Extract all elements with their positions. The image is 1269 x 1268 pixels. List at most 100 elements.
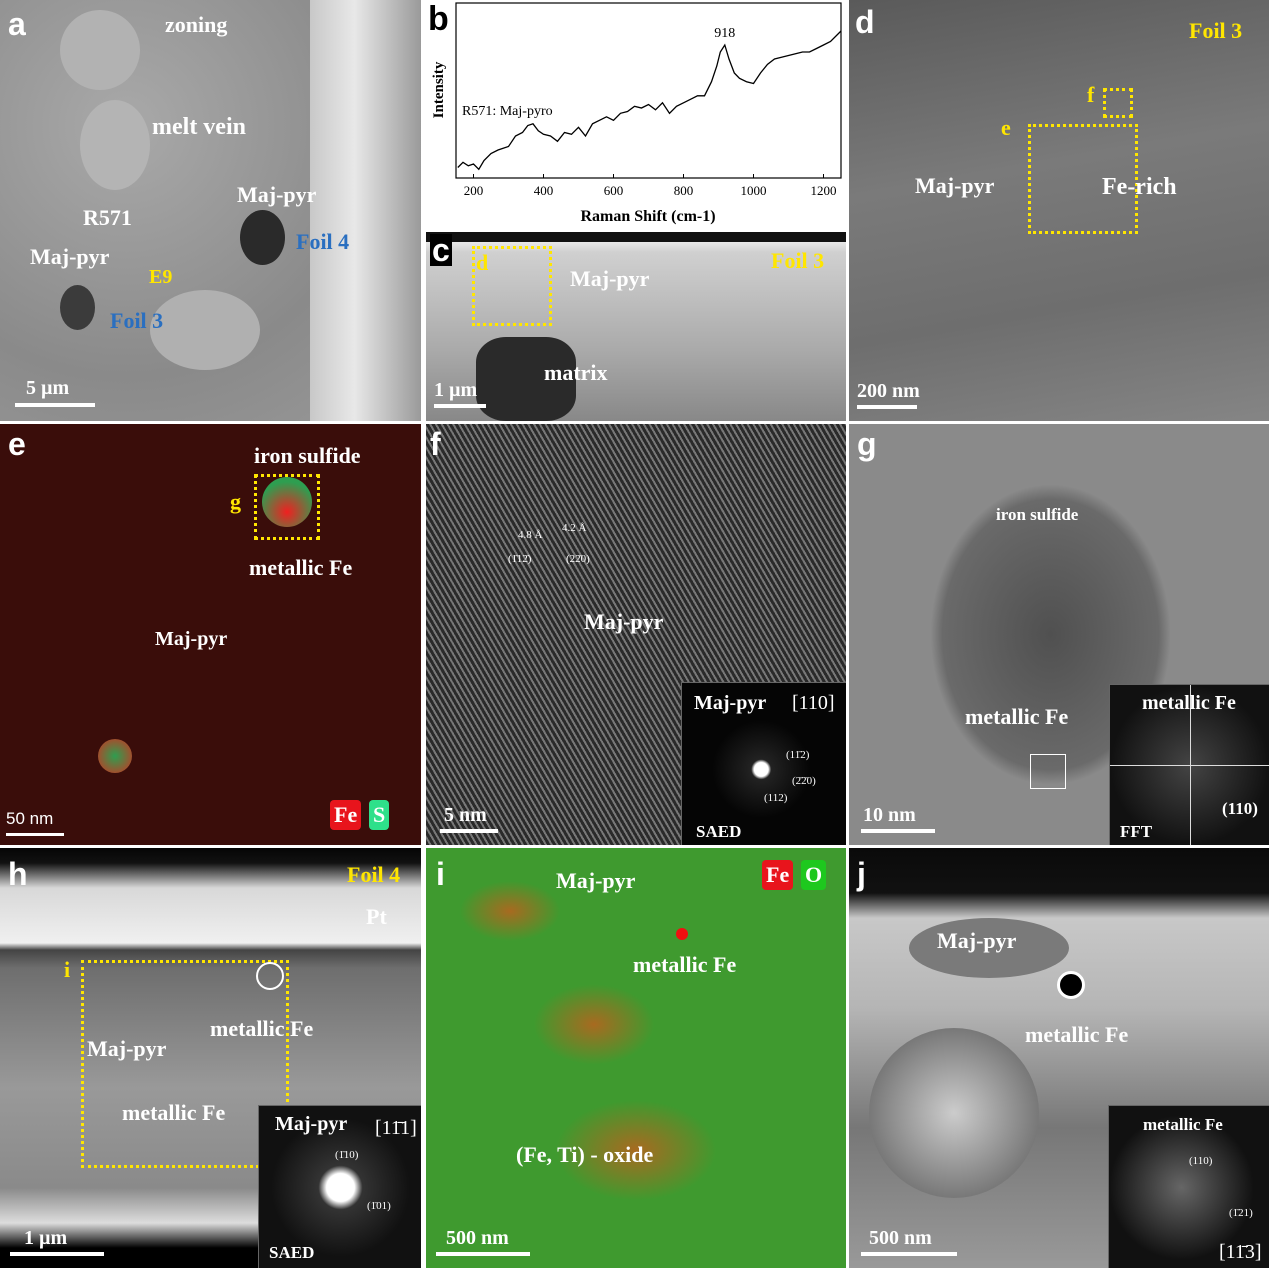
series-line — [457, 30, 842, 171]
region-box-f — [1103, 88, 1133, 118]
box-label-i: i — [64, 957, 71, 982]
label-maj-pyr: Maj-pyr — [556, 868, 636, 893]
label-foil-4: Foil 4 — [347, 862, 401, 887]
peak-label: 918 — [714, 26, 735, 41]
label-zoning: zoning — [165, 12, 228, 37]
label-iron-sulfide: iron sulfide — [996, 505, 1079, 524]
scale-label: 5 µm — [26, 377, 70, 399]
panel-j: j Maj-pyr metallic Fe 500 nm metallic Fe… — [849, 848, 1269, 1268]
label-metallic-fe: metallic Fe — [633, 952, 737, 977]
box-label-e: e — [1001, 115, 1011, 140]
scale-bar — [440, 829, 498, 833]
inset-phase: Maj-pyr — [275, 1113, 348, 1135]
label-foil-3: Foil 3 — [1189, 18, 1243, 43]
x-tick-label: 1200 — [811, 183, 837, 198]
fft-region-box — [1030, 754, 1066, 789]
panel-letter: i — [436, 856, 445, 892]
scale-bar — [6, 833, 64, 836]
panel-c: c d Maj-pyr Foil 3 matrix 1 µm — [426, 232, 846, 421]
label-metallic-fe: metallic Fe — [210, 1016, 314, 1041]
scale-bar — [861, 1252, 957, 1256]
panel-letter: b — [428, 0, 449, 38]
panel-letter: e — [8, 426, 26, 462]
inset-zone-axis: [11̄3] — [1219, 1241, 1262, 1263]
inset-phase: metallic Fe — [1143, 1115, 1223, 1134]
scale-bar — [861, 829, 935, 833]
label-maj-pyr: Maj-pyr — [570, 266, 650, 291]
panel-d: d Foil 3 f e Maj-pyr Fe-rich 200 nm — [849, 0, 1269, 421]
saed-inset: Maj-pyr [11̄1] (1̄10) (1̄01) SAED — [258, 1105, 421, 1268]
region-box-i — [81, 960, 289, 1168]
label-r571: R571 — [83, 205, 132, 230]
scale-label: 1 µm — [24, 1227, 68, 1249]
panel-b-raman-chart: 200 400 600 800 1000 1200 b 918 R571: Maj-pyr… — [426, 0, 846, 230]
saed-inset: metallic Fe (110) (1̄21) [11̄3] — [1108, 1105, 1269, 1268]
saed-inset: Maj-pyr [110] (11̄2) (2̄2̄0) (112) SAED — [681, 682, 846, 845]
sample-annotation: R571: Maj-pyro — [462, 104, 553, 119]
panel-f: f 4.8 Å 4.2 Å (1̄12̄) (22̄0) Maj-pyr 5 n… — [426, 424, 846, 845]
scale-bar — [15, 403, 95, 407]
label-e9: E9 — [149, 266, 173, 288]
box-label-f: f — [1087, 82, 1095, 107]
metallic-fe-particle — [1057, 971, 1085, 999]
panel-letter: d — [855, 4, 875, 40]
panel-e: e iron sulfide g metallic Fe Maj-pyr 50 … — [0, 424, 421, 845]
spot-label: (110) — [1222, 799, 1258, 818]
label-fe-rich: Fe-rich — [1102, 174, 1177, 200]
legend-o: O — [801, 860, 827, 891]
label-matrix: matrix — [544, 360, 608, 385]
inset-phase: metallic Fe — [1142, 692, 1236, 714]
scale-bar — [10, 1252, 104, 1256]
panel-i: i Maj-pyr Fe O metallic Fe (Fe, Ti) - ox… — [426, 848, 846, 1268]
spot-label: (1̄21) — [1229, 1207, 1253, 1219]
plot-frame — [455, 2, 842, 179]
panel-letter: h — [8, 856, 28, 892]
label-foil-4: Foil 4 — [296, 229, 350, 254]
x-tick-label: 1000 — [741, 183, 767, 198]
label-foil-3: Foil 3 — [110, 308, 164, 333]
label-metallic-fe: metallic Fe — [249, 555, 353, 580]
label-foil-3: Foil 3 — [771, 248, 825, 273]
scale-label: 5 nm — [444, 804, 487, 826]
scale-label: 1 µm — [434, 379, 478, 401]
x-tick-label: 600 — [604, 183, 624, 198]
x-tick-label: 200 — [464, 183, 484, 198]
label-maj-pyr: Maj-pyr — [155, 628, 228, 650]
spot-label: (2̄2̄0) — [792, 775, 816, 787]
metallic-fe-circle — [256, 962, 284, 990]
inset-zone-axis: [11̄1] — [375, 1117, 417, 1139]
spot-label: (1̄10) — [335, 1149, 359, 1161]
scale-label: 500 nm — [869, 1227, 932, 1249]
panel-letter: f — [430, 426, 441, 462]
spot-label: (110) — [1189, 1155, 1213, 1167]
panel-a: a zoning melt vein Maj-pyr R571 Maj-pyr … — [0, 0, 421, 421]
region-box-e — [1028, 124, 1138, 234]
scale-label: 50 nm — [6, 809, 54, 828]
panel-letter: g — [857, 426, 877, 462]
scale-label: 200 nm — [857, 380, 920, 402]
raman-spectrum-chart: 200 400 600 800 1000 1200 b 918 R571: Maj-pyr… — [428, 0, 842, 225]
x-axis-label: Raman Shift (cm-1) — [580, 208, 715, 225]
inset-zone-axis: [110] — [792, 692, 835, 714]
label-iron-sulfide: iron sulfide — [254, 443, 361, 468]
y-axis-label: Intensity — [431, 61, 447, 118]
inset-method: SAED — [696, 822, 742, 841]
label-fe-ti-oxide: (Fe, Ti) - oxide — [516, 1142, 654, 1167]
panel-g: g iron sulfide metallic Fe 10 nm metalli… — [849, 424, 1269, 845]
label-maj-pyr: Maj-pyr — [30, 244, 110, 269]
x-tick-label: 400 — [534, 183, 554, 198]
fft-inset: metallic Fe (110) FFT — [1109, 684, 1269, 845]
d-spacing-1: 4.8 Å — [518, 529, 543, 541]
spot-label: (112) — [764, 792, 788, 804]
label-maj-pyr: Maj-pyr — [87, 1036, 167, 1061]
d-spacing-2: 4.2 Å — [562, 522, 587, 534]
spot-label: (11̄2) — [786, 749, 810, 761]
label-metallic-fe: metallic Fe — [1025, 1022, 1129, 1047]
scale-label: 10 nm — [863, 804, 916, 826]
legend-s: S — [369, 800, 390, 831]
plane-label-1: (1̄12̄) — [508, 553, 532, 565]
region-box-d — [472, 246, 552, 326]
panel-letter: j — [857, 856, 866, 892]
label-metallic-fe: metallic Fe — [965, 704, 1069, 729]
